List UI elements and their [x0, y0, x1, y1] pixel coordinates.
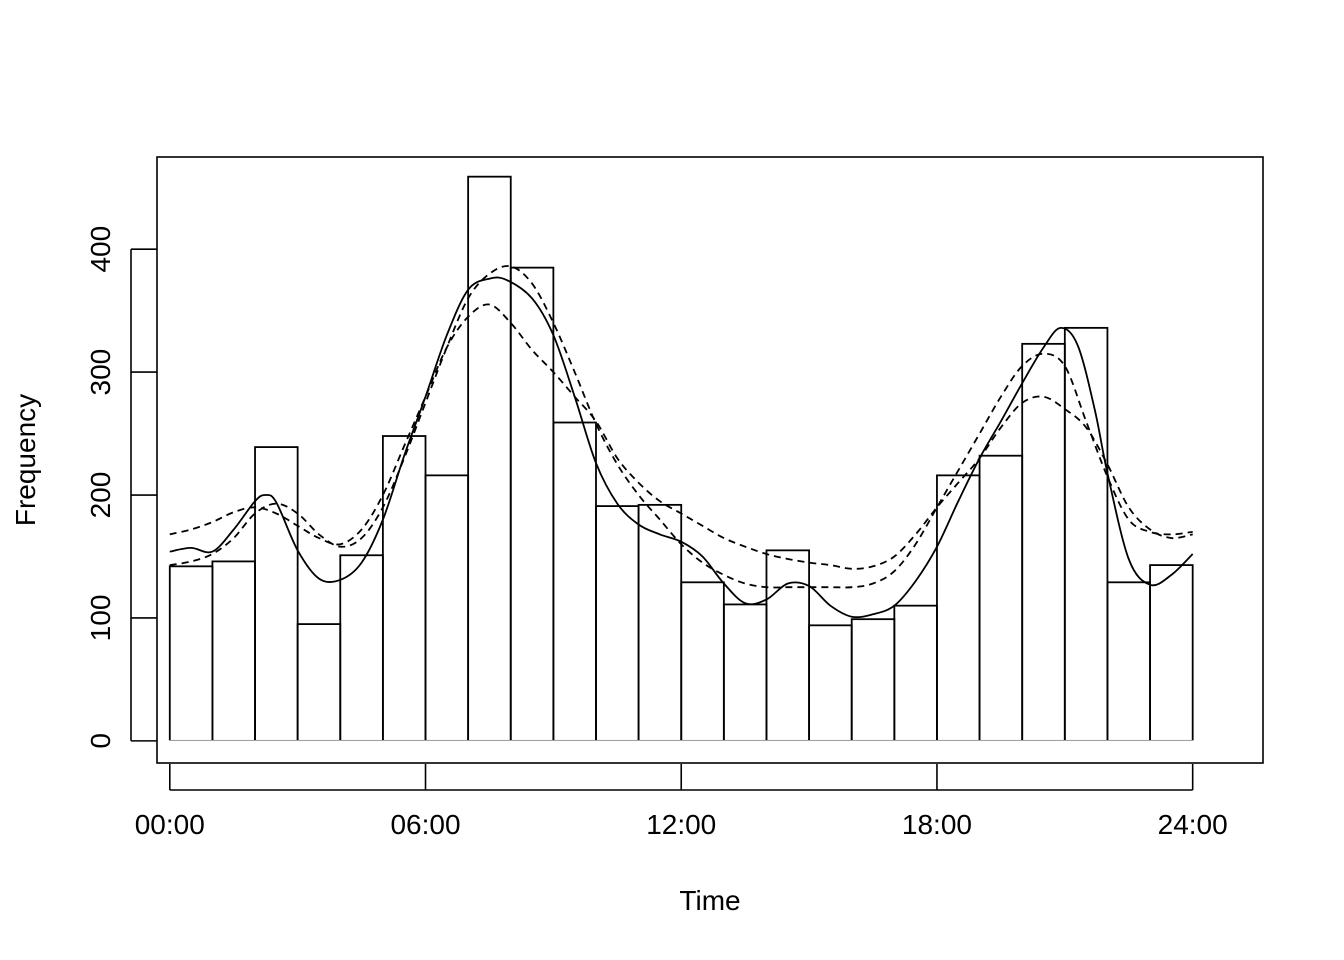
histogram-bar — [850, 618, 896, 742]
histogram-bar — [680, 581, 725, 742]
histogram-bar — [552, 421, 597, 742]
y-tick-label: 200 — [85, 472, 116, 519]
histogram-bar — [1063, 326, 1109, 742]
y-tick-label: 300 — [85, 349, 116, 396]
x-tick-label: 24:00 — [1158, 809, 1228, 840]
histogram-bar — [296, 623, 342, 742]
histogram-bar — [808, 624, 853, 742]
histogram-bar — [424, 474, 470, 742]
dashed-band-line-2 — [169, 303, 1193, 570]
x-tick-label: 18:00 — [902, 809, 972, 840]
histogram-bar — [637, 503, 683, 742]
histogram-bar — [936, 474, 981, 742]
histogram-bar — [893, 604, 938, 742]
histogram-bar — [254, 446, 299, 742]
y-tick-label: 0 — [85, 733, 116, 749]
y-axis-title: Frequency — [10, 394, 41, 526]
histogram-bar — [1106, 581, 1151, 742]
density-curves — [169, 265, 1194, 619]
x-tick-label: 00:00 — [135, 809, 205, 840]
histogram-bar — [509, 266, 555, 742]
y-tick-label: 400 — [85, 226, 116, 273]
histogram-bar — [1149, 564, 1194, 742]
x-axis: 00:00 06:00 12:00 18:00 24:00 — [135, 764, 1228, 840]
histogram-bar — [765, 549, 810, 742]
y-axis: 0 100 200 300 400 — [85, 226, 157, 749]
histogram-bar — [595, 505, 640, 742]
histogram-bar — [978, 454, 1024, 742]
histogram — [167, 175, 1195, 744]
histogram-bar — [339, 554, 384, 742]
solid-density-line-0 — [169, 276, 1194, 619]
x-tick-label: 06:00 — [390, 809, 460, 840]
x-axis-title: Time — [679, 885, 740, 916]
histogram-bar — [467, 175, 512, 742]
dashed-band-line-1 — [169, 265, 1193, 589]
histogram-bar — [211, 560, 256, 742]
histogram-bar — [722, 603, 768, 742]
histogram-baseline-mask — [167, 740, 1195, 744]
y-tick-label: 100 — [85, 595, 116, 642]
histogram-bar — [168, 565, 214, 742]
x-tick-label: 12:00 — [646, 809, 716, 840]
plot-frame — [156, 156, 1264, 764]
